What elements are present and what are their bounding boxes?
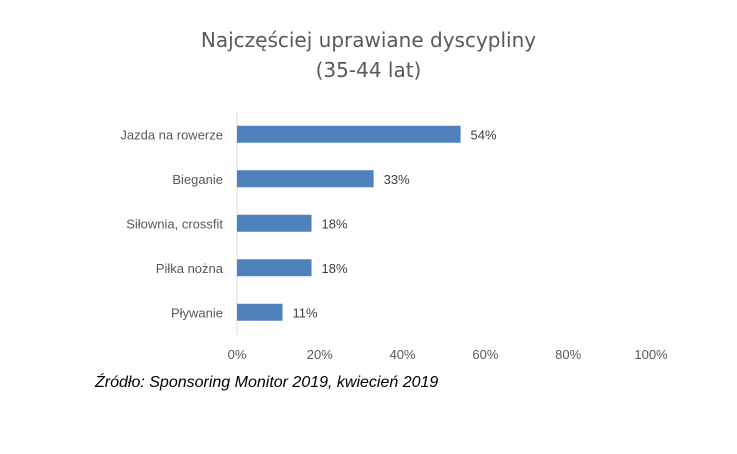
chart-subtitle: (35-44 lat) xyxy=(315,58,422,82)
data-label: 33% xyxy=(384,172,410,187)
data-label: 11% xyxy=(293,305,318,320)
data-label: 18% xyxy=(322,261,348,276)
category-label: Siłownia, crossfit xyxy=(126,216,223,231)
x-tick-label: 80% xyxy=(555,347,581,362)
bar-3 xyxy=(237,259,312,277)
category-label: Bieganie xyxy=(172,172,223,187)
bar-0 xyxy=(237,125,461,143)
x-tick-label: 60% xyxy=(472,347,498,362)
bar-1 xyxy=(237,170,374,188)
bar-2 xyxy=(237,214,312,232)
category-label: Jazda na rowerze xyxy=(120,127,223,142)
category-label: Piłka nożna xyxy=(156,261,224,276)
x-tick-label: 40% xyxy=(390,347,416,362)
bar-4 xyxy=(237,303,283,321)
data-label: 18% xyxy=(322,216,348,231)
x-tick-label: 0% xyxy=(228,347,247,362)
x-tick-label: 20% xyxy=(307,347,333,362)
category-label: Pływanie xyxy=(171,305,223,320)
chart-title: Najczęściej uprawiane dyscypliny xyxy=(200,28,537,52)
data-label: 54% xyxy=(471,127,497,142)
x-tick-label: 100% xyxy=(634,347,668,362)
source-note: Źródło: Sponsoring Monitor 2019, kwiecie… xyxy=(95,374,439,391)
